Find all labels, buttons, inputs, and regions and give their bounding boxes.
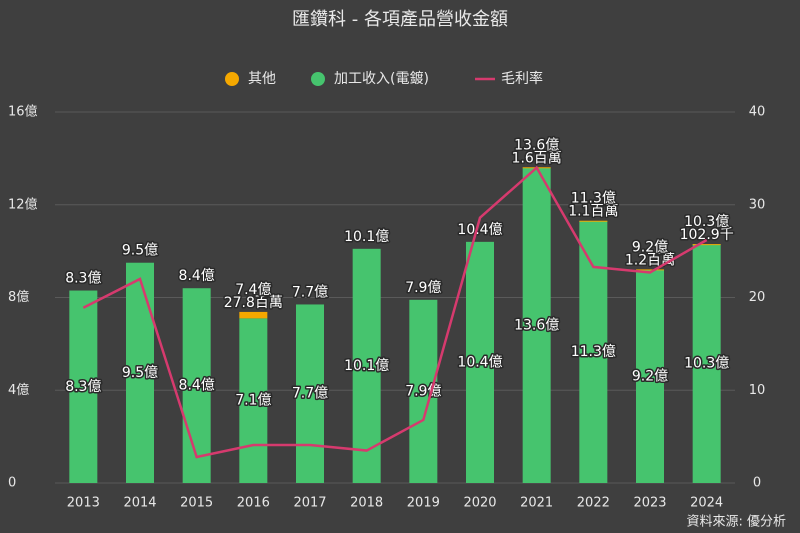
line-series — [82, 165, 708, 459]
total-label: 7.7億 — [292, 284, 328, 300]
x-tick-label: 2018 — [350, 496, 383, 511]
data-label: 8.3億 — [65, 379, 101, 395]
total-label: 8.3億 — [65, 271, 101, 287]
legend-marker — [225, 72, 239, 86]
x-tick-label: 2015 — [180, 496, 213, 511]
bar-segment — [692, 244, 721, 483]
x-tick-label: 2016 — [237, 496, 270, 511]
bar-segment — [352, 248, 381, 483]
total-label: 8.4億 — [179, 268, 215, 284]
bar-segment — [692, 244, 721, 246]
total-label: 7.4億 — [235, 282, 271, 298]
data-label: 10.4億 — [457, 354, 502, 370]
legend-label: 毛利率 — [501, 70, 543, 87]
bar-segment — [636, 269, 664, 483]
x-tick-label: 2024 — [690, 496, 723, 511]
data-label: 7.7億 — [292, 386, 328, 402]
legend-marker — [311, 72, 325, 86]
bar-segment — [126, 262, 154, 483]
bar-segment — [522, 167, 551, 483]
data-label: 13.6億 — [514, 317, 559, 333]
bar-segment — [636, 269, 664, 271]
chart-title: 匯鑽科 - 各項產品營收金額 — [292, 9, 508, 30]
y-tick-label: 4億 — [8, 382, 29, 398]
total-label: 10.1億 — [344, 229, 389, 245]
data-label: 1.1百萬 — [568, 204, 618, 220]
total-label: 7.9億 — [405, 280, 441, 296]
x-tick-label: 2022 — [577, 496, 610, 511]
bar-segment — [239, 318, 268, 483]
data-label: 7.1億 — [235, 393, 271, 409]
data-label: 8.4億 — [179, 378, 215, 394]
x-tick-label: 2020 — [463, 496, 496, 511]
data-label: 9.2億 — [632, 368, 668, 384]
source-note: 資料來源: 優分析 — [686, 515, 786, 530]
x-tick-label: 2019 — [407, 496, 440, 511]
data-label: 7.9億 — [405, 383, 441, 399]
data-label: 10.3億 — [684, 356, 729, 372]
y-tick-label: 12億 — [8, 196, 38, 212]
y2-tick-label: 40 — [749, 105, 766, 120]
y-tick-label: 16億 — [8, 104, 38, 120]
data-label: 27.8百萬 — [224, 295, 283, 311]
bar-segment — [409, 299, 438, 483]
bar-segment — [182, 288, 211, 483]
x-tick-label: 2013 — [67, 496, 100, 511]
y2-tick-label: 0 — [753, 476, 761, 491]
x-tick-label: 2021 — [520, 496, 553, 511]
total-label: 9.2億 — [632, 239, 668, 255]
y-tick-label: 0 — [8, 476, 16, 491]
total-label: 13.6億 — [514, 137, 559, 153]
data-label: 9.5億 — [122, 365, 158, 381]
data-label: 10.1億 — [344, 358, 389, 374]
y2-tick-label: 30 — [749, 197, 766, 212]
total-label: 10.3億 — [684, 214, 729, 230]
data-label: 102.9千 — [680, 227, 734, 243]
bar-segment — [69, 290, 98, 483]
data-label: 1.6百萬 — [512, 150, 562, 166]
legend-label: 加工收入(電鍍) — [334, 70, 429, 87]
total-label: 10.4億 — [457, 222, 502, 238]
y2-tick-label: 20 — [749, 290, 766, 305]
total-label: 9.5億 — [122, 243, 158, 259]
bar-segment — [239, 311, 268, 319]
bar-segment — [296, 304, 324, 483]
bar-segment — [579, 220, 608, 222]
y2-tick-label: 10 — [749, 383, 766, 398]
x-tick-label: 2017 — [293, 496, 326, 511]
y-tick-label: 8億 — [8, 289, 29, 305]
x-tick-label: 2023 — [633, 496, 666, 511]
total-label: 11.3億 — [571, 191, 616, 207]
data-label: 11.3億 — [571, 344, 616, 360]
legend-label: 其他 — [248, 71, 276, 87]
bar-segment — [466, 241, 494, 483]
x-tick-label: 2014 — [123, 496, 156, 511]
